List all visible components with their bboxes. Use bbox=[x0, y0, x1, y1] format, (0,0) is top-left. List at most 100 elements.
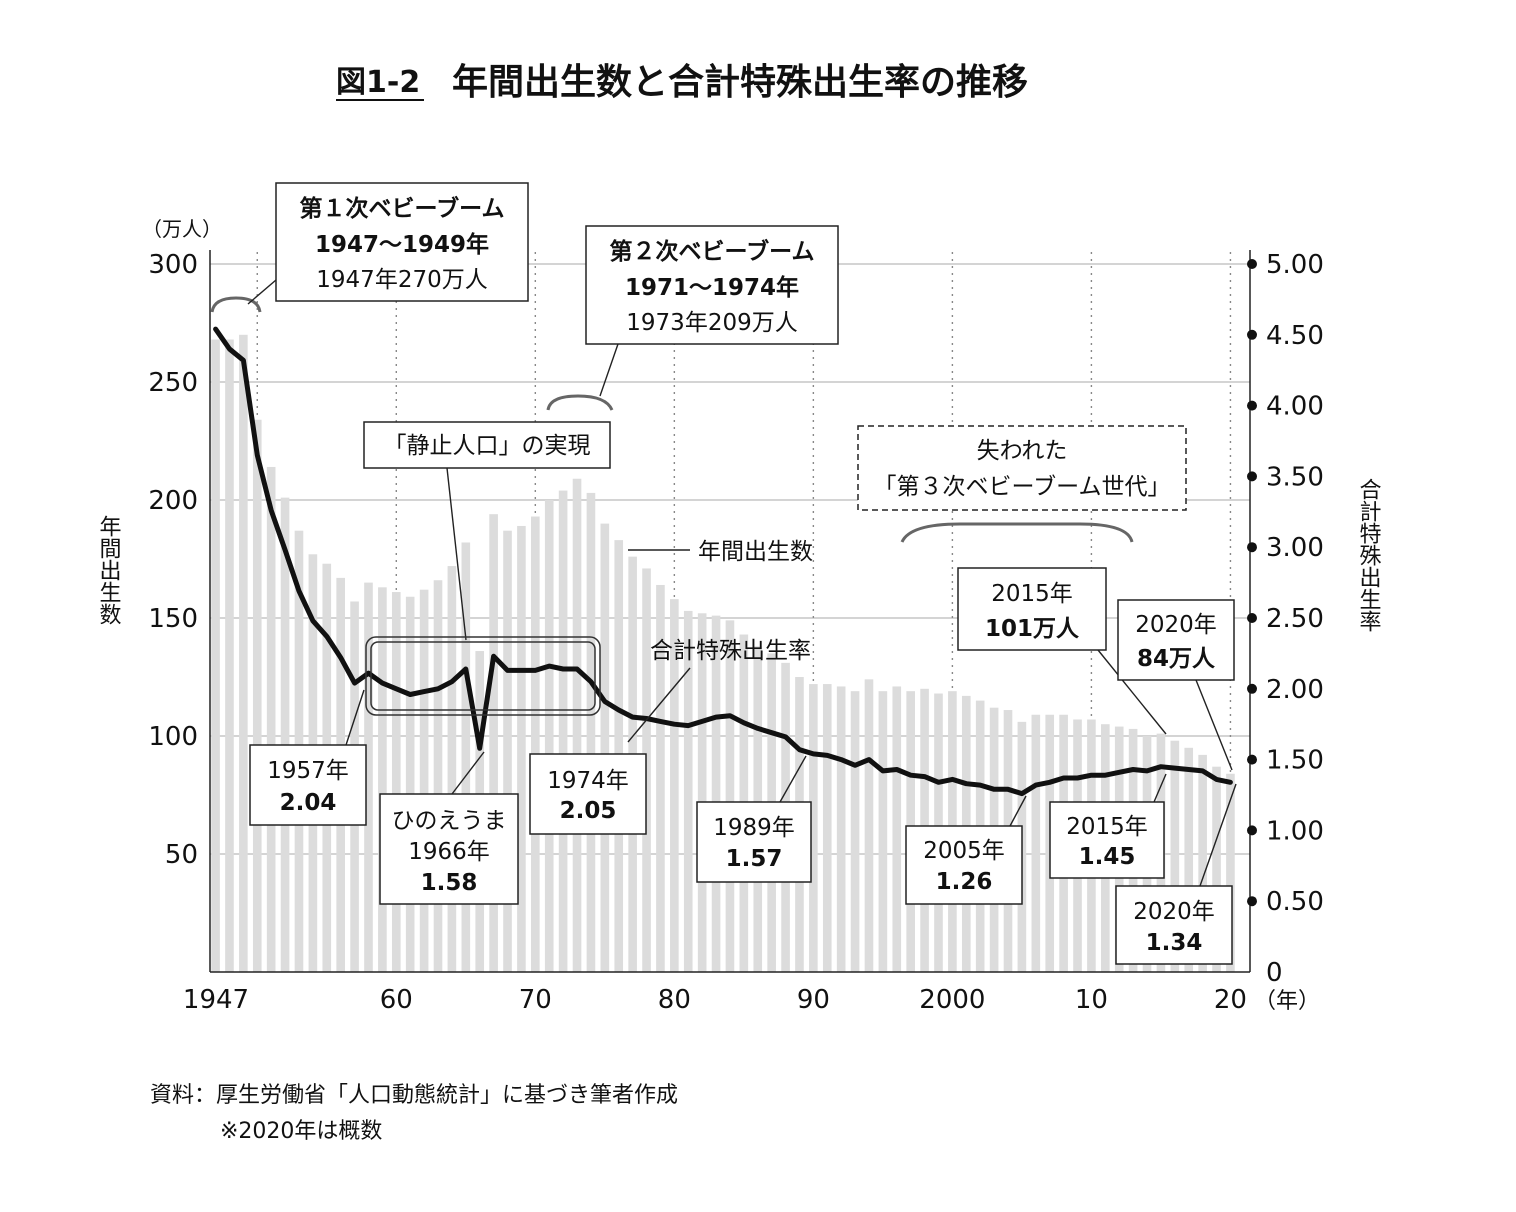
axis-layer: 50 100 150 200 250 300 0 0.50 1.00 1.50 2.00 2.50 3.… bbox=[148, 250, 1324, 1015]
bar-1971 bbox=[544, 500, 554, 972]
boom1-peak: 1947年270万人 bbox=[316, 267, 487, 293]
bar-1973 bbox=[572, 478, 582, 972]
y-right-dot-1.00 bbox=[1247, 825, 1257, 836]
bar-1972 bbox=[558, 490, 568, 972]
y1966-box bbox=[379, 793, 519, 905]
bar-1960 bbox=[391, 592, 401, 972]
y-right-dot-4.50 bbox=[1247, 329, 1257, 340]
bar-1995 bbox=[878, 691, 888, 972]
y1989-box bbox=[696, 801, 812, 883]
b2020-year: 2020年 bbox=[1135, 612, 1217, 638]
bar-1959 bbox=[378, 587, 387, 972]
x-tick-60: 60 bbox=[380, 985, 413, 1015]
lost-generation-box bbox=[857, 425, 1187, 511]
bar-1965 bbox=[461, 542, 471, 972]
b2015-value: 101万人 bbox=[985, 616, 1080, 642]
bar-1962 bbox=[419, 589, 429, 972]
y2005-year: 2005年 bbox=[923, 838, 1005, 864]
y-right-tick-0: 0 bbox=[1266, 958, 1283, 988]
lost-generation-line1: 失われた bbox=[977, 438, 1068, 464]
y2020-year: 2020年 bbox=[1133, 899, 1215, 925]
left-axis-unit: （万人） bbox=[142, 217, 222, 241]
x-axis-unit: （年） bbox=[1254, 989, 1320, 1014]
y1974-year: 1974年 bbox=[547, 768, 629, 794]
y-right-dot-1.50 bbox=[1247, 754, 1257, 765]
bar-1963 bbox=[433, 580, 443, 972]
bar-1967 bbox=[489, 514, 498, 972]
static-population-label: 「静止人口」の実現 bbox=[384, 433, 591, 459]
b2020-leader bbox=[1195, 679, 1233, 771]
y-right-tick-5.00: 5.00 bbox=[1266, 250, 1324, 280]
static-population-highlight-outer bbox=[365, 636, 601, 716]
y-left-tick-50: 50 bbox=[165, 840, 198, 870]
y-right-tick-4.00: 4.00 bbox=[1266, 392, 1324, 422]
bar-1961 bbox=[405, 596, 415, 972]
boom2-years: 1971〜1974年 bbox=[625, 274, 799, 301]
bar-1980 bbox=[670, 599, 679, 972]
left-axis-label: 年間出生数 bbox=[96, 515, 122, 625]
fertility-rate-line bbox=[213, 326, 1233, 797]
y-right-tick-2.00: 2.00 bbox=[1266, 675, 1324, 705]
static-population-leader bbox=[446, 467, 467, 641]
bar-1958 bbox=[364, 582, 373, 972]
bar-1969 bbox=[517, 525, 526, 972]
y2005-leader bbox=[1009, 795, 1027, 827]
bar-1996 bbox=[892, 686, 902, 972]
y-right-tick-0.50: 0.50 bbox=[1266, 887, 1324, 917]
bar-1974 bbox=[586, 492, 596, 972]
b2020-value: 84万人 bbox=[1137, 646, 1216, 672]
x-tick-20: 20 bbox=[1214, 985, 1247, 1015]
source-note: 資料：厚生労働省「人口動態統計」に基づき筆者作成 bbox=[150, 1083, 678, 1108]
bar-1990 bbox=[809, 684, 818, 972]
y1957-value: 2.04 bbox=[280, 790, 337, 816]
y-right-tick-2.50: 2.50 bbox=[1266, 604, 1324, 634]
y-right-tick-4.50: 4.50 bbox=[1266, 321, 1324, 351]
x-tick-80: 80 bbox=[658, 985, 691, 1015]
y1957-leader bbox=[345, 689, 365, 746]
y-right-dot-0.50 bbox=[1247, 896, 1257, 907]
bar-1949 bbox=[239, 334, 248, 972]
bar-1950 bbox=[252, 419, 262, 972]
bar-2020 bbox=[1226, 773, 1235, 972]
bar-1984 bbox=[725, 620, 735, 972]
bar-1952 bbox=[280, 497, 290, 972]
y2020-leader bbox=[1199, 783, 1237, 887]
y-right-dot-2.50 bbox=[1247, 613, 1257, 623]
b2015-year: 2015年 bbox=[991, 581, 1073, 607]
y1957-box bbox=[249, 744, 367, 826]
x-tick-70: 70 bbox=[519, 985, 552, 1015]
bar-2018 bbox=[1198, 754, 1207, 972]
y2020-value: 1.34 bbox=[1146, 930, 1203, 956]
bar-1991 bbox=[822, 684, 832, 972]
y1989-leader bbox=[779, 755, 807, 803]
y-left-tick-300: 300 bbox=[148, 250, 198, 280]
boom2-box bbox=[585, 225, 839, 345]
bar-2006 bbox=[1031, 714, 1041, 972]
approx-note: ※2020年は概数 bbox=[220, 1119, 382, 1144]
y-right-tick-1.50: 1.50 bbox=[1266, 746, 1324, 776]
bar-1948 bbox=[225, 339, 234, 972]
y-right-dot-3.00 bbox=[1247, 542, 1257, 553]
y1957-year: 1957年 bbox=[267, 758, 349, 784]
bar-1975 bbox=[600, 523, 610, 972]
y-left-tick-250: 250 bbox=[148, 368, 198, 398]
y1974-box bbox=[529, 753, 647, 835]
bar-2016 bbox=[1170, 740, 1180, 972]
bar-1982 bbox=[697, 613, 707, 972]
bar-1992 bbox=[836, 686, 846, 972]
b2015-box bbox=[957, 567, 1107, 651]
b2020-box bbox=[1117, 599, 1235, 681]
bar-1964 bbox=[447, 566, 457, 972]
figure-number: 図1-2 bbox=[336, 65, 420, 100]
boom1-title: 第１次ベビーブーム bbox=[300, 195, 505, 222]
bar-1983 bbox=[711, 615, 721, 972]
line-series-label: 合計特殊出生率 bbox=[650, 638, 811, 664]
y-right-dot-3.50 bbox=[1247, 471, 1257, 482]
y2005-value: 1.26 bbox=[936, 869, 993, 895]
bar-1970 bbox=[531, 516, 540, 972]
y2015-leader bbox=[1153, 773, 1167, 803]
y1966-year: 1966年 bbox=[408, 839, 490, 865]
y-right-tick-1.00: 1.00 bbox=[1266, 816, 1324, 846]
y-right-dot-5.00 bbox=[1247, 259, 1257, 269]
